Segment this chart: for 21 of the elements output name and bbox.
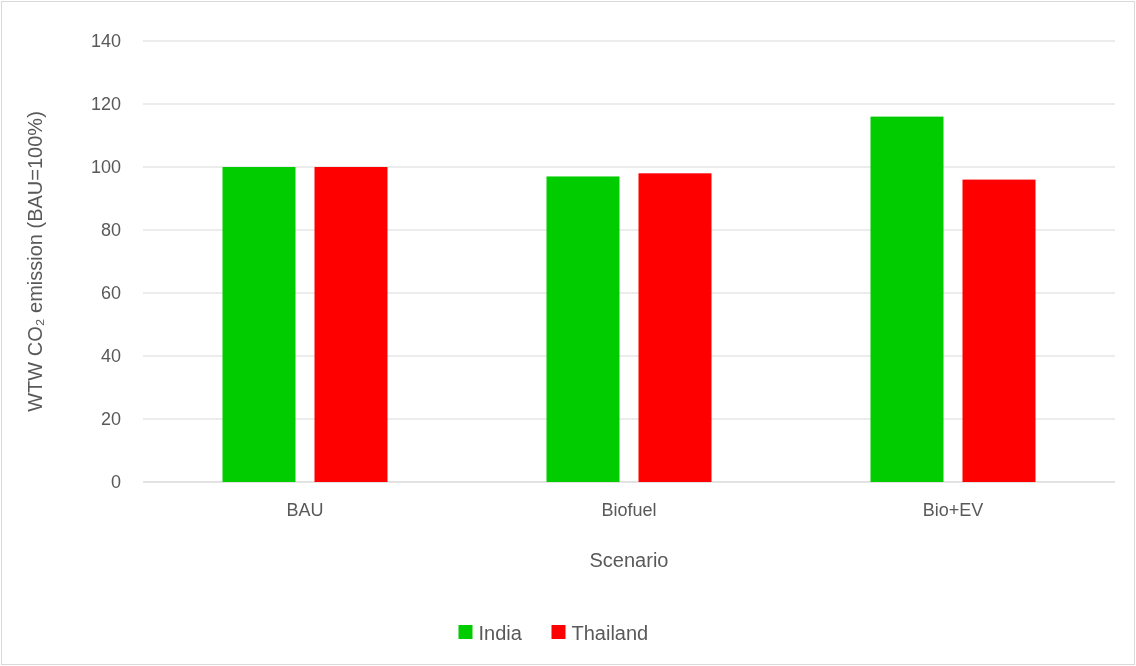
y-tick-label: 80 bbox=[100, 220, 121, 241]
bar bbox=[222, 167, 296, 482]
y-tick-label: 100 bbox=[90, 157, 121, 178]
y-tick-label: 20 bbox=[100, 409, 121, 430]
legend-label: Thailand bbox=[571, 622, 649, 644]
y-axis-title: WTW CO₂ emission (BAU=100%) bbox=[24, 111, 46, 412]
y-tick-label: 60 bbox=[100, 283, 121, 304]
y-tick-label: 40 bbox=[100, 346, 121, 367]
x-tick-label: BAU bbox=[286, 500, 324, 520]
bar bbox=[314, 167, 388, 482]
y-tick-label: 140 bbox=[90, 31, 121, 52]
y-tick-label: 0 bbox=[110, 472, 121, 493]
x-tick-label: Bio+EV bbox=[922, 500, 984, 520]
legend-label: India bbox=[478, 622, 523, 644]
bar bbox=[962, 179, 1036, 482]
bar bbox=[546, 176, 620, 482]
x-tick-label: Biofuel bbox=[601, 500, 657, 520]
x-axis-title: Scenario bbox=[589, 549, 669, 571]
y-tick-label: 120 bbox=[90, 94, 121, 115]
bar bbox=[638, 173, 712, 482]
bar bbox=[870, 116, 944, 482]
